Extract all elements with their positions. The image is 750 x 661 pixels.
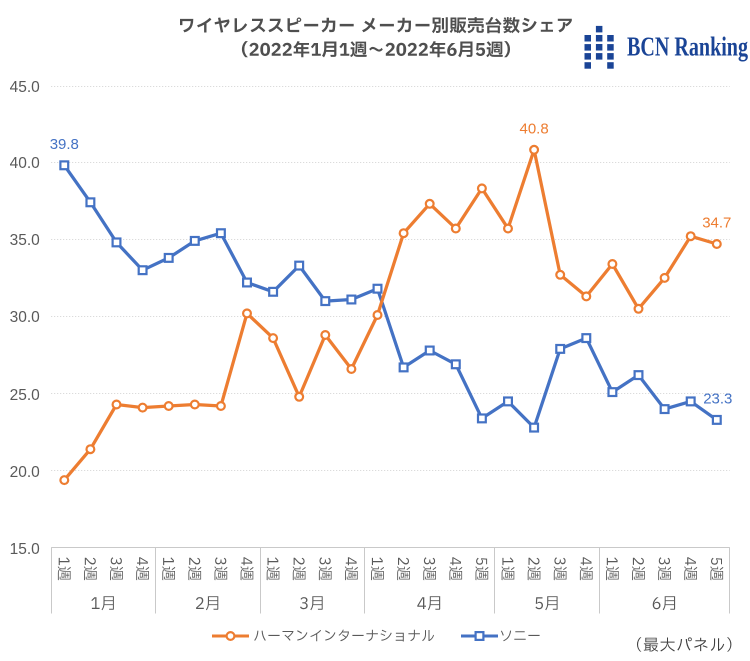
svg-text:25.0: 25.0 (10, 387, 41, 404)
svg-text:BCN Ranking: BCN Ranking (627, 31, 748, 62)
svg-text:39.8: 39.8 (50, 136, 79, 153)
svg-text:35.0: 35.0 (10, 232, 41, 249)
svg-text:34.7: 34.7 (702, 215, 731, 232)
svg-text:23.3: 23.3 (703, 390, 732, 407)
svg-text:40.0: 40.0 (10, 155, 41, 172)
svg-text:45.0: 45.0 (10, 79, 41, 96)
svg-text:30.0: 30.0 (10, 309, 41, 326)
svg-text:40.8: 40.8 (519, 120, 548, 137)
svg-text:15.0: 15.0 (10, 541, 41, 558)
svg-text:20.0: 20.0 (10, 464, 41, 481)
